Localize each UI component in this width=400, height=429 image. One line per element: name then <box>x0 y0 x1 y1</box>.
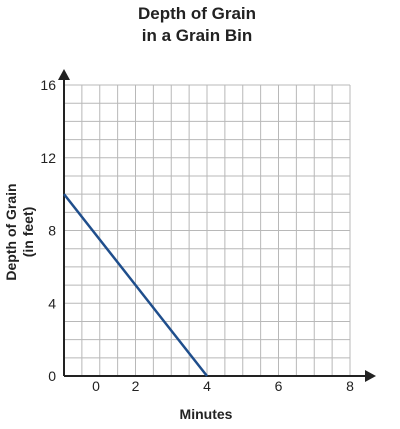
tick-labels: 0 2 4 6 8 0 4 8 12 16 <box>40 77 354 394</box>
axes <box>58 69 376 382</box>
x-tick-label: 2 <box>132 378 140 394</box>
y-axis-label-line-1: Depth of Grain <box>3 183 19 280</box>
x-tick-label: 8 <box>346 378 354 394</box>
y-tick-label: 8 <box>48 223 56 239</box>
x-axis-arrowhead <box>365 370 376 382</box>
grid <box>63 84 351 377</box>
y-tick-label: 4 <box>48 295 56 311</box>
y-tick-label: 12 <box>40 150 56 166</box>
y-axis-arrowhead <box>58 69 70 80</box>
x-tick-label: 0 <box>92 378 100 394</box>
series <box>63 193 208 377</box>
series-line <box>63 193 208 377</box>
chart-title-line-2: in a Grain Bin <box>142 26 253 45</box>
y-axis-label-line-2: (in feet) <box>20 207 36 258</box>
x-axis-label: Minutes <box>180 406 233 422</box>
chart-title-line-1: Depth of Grain <box>138 4 256 23</box>
x-tick-label: 4 <box>203 378 211 394</box>
y-tick-label: 0 <box>48 368 56 384</box>
x-tick-label: 6 <box>275 378 283 394</box>
y-tick-label: 16 <box>40 77 56 93</box>
